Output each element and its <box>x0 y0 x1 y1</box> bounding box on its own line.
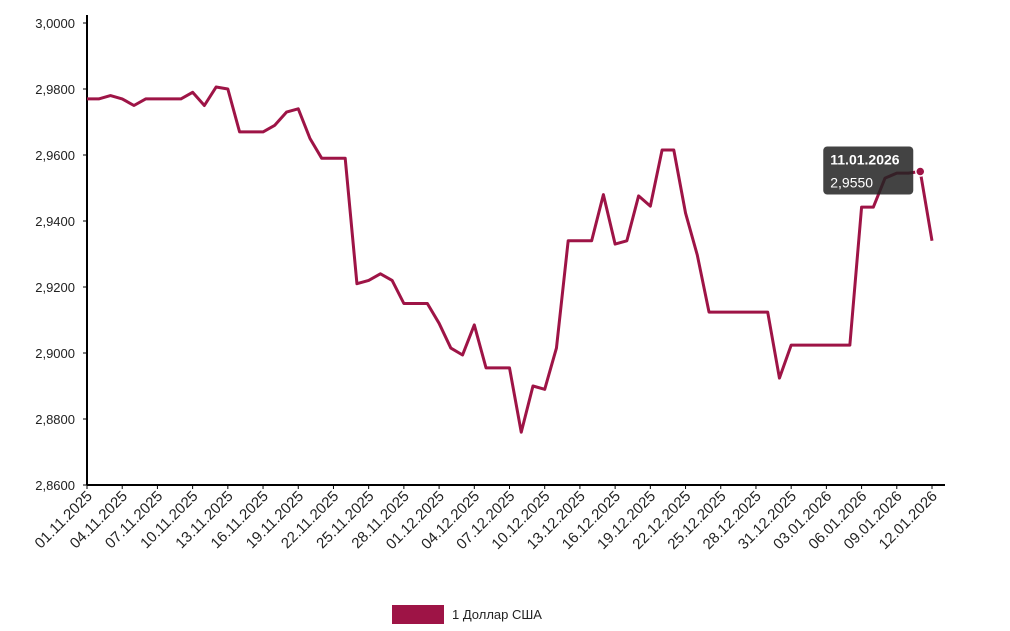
y-tick-label: 2,8800 <box>35 412 75 427</box>
y-tick-label: 2,9400 <box>35 214 75 229</box>
legend-swatch <box>392 605 444 624</box>
y-tick-label: 2,9800 <box>35 82 75 97</box>
legend-label: 1 Доллар США <box>452 607 542 622</box>
tooltip-date: 11.01.2026 <box>830 152 900 168</box>
y-tick-label: 2,8600 <box>35 478 75 493</box>
y-tick-label: 3,0000 <box>35 16 75 31</box>
line <box>87 85 934 434</box>
tooltip-value: 2,9550 <box>830 175 873 191</box>
tooltip-point <box>915 166 926 177</box>
y-tick-label: 2,9200 <box>35 280 75 295</box>
y-tick-label: 2,9600 <box>35 148 75 163</box>
y-tick-label: 2,9000 <box>35 346 75 361</box>
tooltip: 11.01.2026 2,9550 <box>823 146 914 195</box>
tooltip-box <box>823 146 914 195</box>
